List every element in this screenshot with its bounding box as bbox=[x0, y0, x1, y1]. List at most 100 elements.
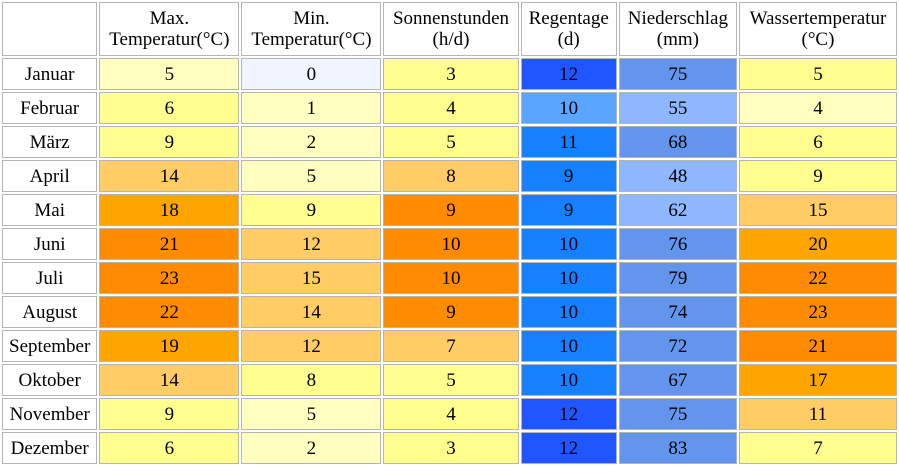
sun-hours-cell: 4 bbox=[383, 92, 519, 124]
column-header-min-temp: Min. Temperatur(°C) bbox=[241, 2, 382, 56]
max-temp-cell: 6 bbox=[99, 92, 240, 124]
column-header-line2: (d) bbox=[557, 29, 580, 50]
table-row: Dezember 6 2 3 12 83 7 bbox=[2, 432, 897, 464]
water-temp-cell: 7 bbox=[738, 432, 897, 464]
month-label: Dezember bbox=[2, 432, 98, 464]
month-label: Mai bbox=[2, 194, 98, 226]
column-header-rain-days: Regentage (d) bbox=[520, 2, 617, 56]
sun-hours-cell: 10 bbox=[383, 262, 519, 294]
column-header-precipitation: Niederschlag (mm) bbox=[618, 2, 737, 56]
column-header-water-temp: Wassertemperatur (°C) bbox=[738, 2, 897, 56]
max-temp-cell: 23 bbox=[99, 262, 240, 294]
min-temp-cell: 1 bbox=[241, 92, 382, 124]
sun-hours-cell: 3 bbox=[383, 432, 519, 464]
min-temp-cell: 9 bbox=[241, 194, 382, 226]
sun-hours-cell: 8 bbox=[383, 160, 519, 192]
precipitation-cell: 76 bbox=[618, 228, 737, 260]
min-temp-cell: 2 bbox=[241, 126, 382, 158]
rain-days-cell: 10 bbox=[520, 330, 617, 362]
corner-cell bbox=[2, 2, 98, 56]
water-temp-cell: 20 bbox=[738, 228, 897, 260]
max-temp-cell: 19 bbox=[99, 330, 240, 362]
table-row: April 14 5 8 9 48 9 bbox=[2, 160, 897, 192]
rain-days-cell: 10 bbox=[520, 92, 617, 124]
table-row: September 19 12 7 10 72 21 bbox=[2, 330, 897, 362]
min-temp-cell: 12 bbox=[241, 228, 382, 260]
month-label: April bbox=[2, 160, 98, 192]
water-temp-cell: 6 bbox=[738, 126, 897, 158]
precipitation-cell: 74 bbox=[618, 296, 737, 328]
table-row: Februar 6 1 4 10 55 4 bbox=[2, 92, 897, 124]
column-header-line2: Temperatur(°C) bbox=[109, 29, 230, 50]
rain-days-cell: 9 bbox=[520, 194, 617, 226]
min-temp-cell: 15 bbox=[241, 262, 382, 294]
rain-days-cell: 10 bbox=[520, 262, 617, 294]
water-temp-cell: 11 bbox=[738, 398, 897, 430]
rain-days-cell: 11 bbox=[520, 126, 617, 158]
column-header-line2: (mm) bbox=[656, 29, 699, 50]
water-temp-cell: 22 bbox=[738, 262, 897, 294]
water-temp-cell: 17 bbox=[738, 364, 897, 396]
table-row: Mai 18 9 9 9 62 15 bbox=[2, 194, 897, 226]
column-header-line1: Max. bbox=[149, 8, 190, 29]
max-temp-cell: 9 bbox=[99, 126, 240, 158]
sun-hours-cell: 5 bbox=[383, 126, 519, 158]
water-temp-cell: 15 bbox=[738, 194, 897, 226]
month-label: Juli bbox=[2, 262, 98, 294]
month-label: August bbox=[2, 296, 98, 328]
precipitation-cell: 67 bbox=[618, 364, 737, 396]
water-temp-cell: 21 bbox=[738, 330, 897, 362]
precipitation-cell: 62 bbox=[618, 194, 737, 226]
table-row: Januar 5 0 3 12 75 5 bbox=[2, 58, 897, 90]
min-temp-cell: 14 bbox=[241, 296, 382, 328]
precipitation-cell: 55 bbox=[618, 92, 737, 124]
table-row: August 22 14 9 10 74 23 bbox=[2, 296, 897, 328]
max-temp-cell: 5 bbox=[99, 58, 240, 90]
rain-days-cell: 12 bbox=[520, 432, 617, 464]
max-temp-cell: 6 bbox=[99, 432, 240, 464]
table-row: Juni 21 12 10 10 76 20 bbox=[2, 228, 897, 260]
column-header-line1: Regentage bbox=[528, 8, 609, 29]
sun-hours-cell: 3 bbox=[383, 58, 519, 90]
min-temp-cell: 2 bbox=[241, 432, 382, 464]
column-header-line1: Wassertemperatur bbox=[749, 8, 887, 29]
precipitation-cell: 83 bbox=[618, 432, 737, 464]
precipitation-cell: 72 bbox=[618, 330, 737, 362]
water-temp-cell: 4 bbox=[738, 92, 897, 124]
sun-hours-cell: 9 bbox=[383, 194, 519, 226]
precipitation-cell: 75 bbox=[618, 58, 737, 90]
month-label: November bbox=[2, 398, 98, 430]
max-temp-cell: 18 bbox=[99, 194, 240, 226]
month-label: September bbox=[2, 330, 98, 362]
column-header-line2: Temperatur(°C) bbox=[251, 29, 372, 50]
rain-days-cell: 12 bbox=[520, 58, 617, 90]
max-temp-cell: 14 bbox=[99, 160, 240, 192]
header-row: Max. Temperatur(°C) Min. Temperatur(°C) So… bbox=[2, 2, 897, 56]
table-row: Juli 23 15 10 10 79 22 bbox=[2, 262, 897, 294]
month-label: Januar bbox=[2, 58, 98, 90]
precipitation-cell: 48 bbox=[618, 160, 737, 192]
max-temp-cell: 14 bbox=[99, 364, 240, 396]
sun-hours-cell: 4 bbox=[383, 398, 519, 430]
min-temp-cell: 0 bbox=[241, 58, 382, 90]
rain-days-cell: 12 bbox=[520, 398, 617, 430]
min-temp-cell: 12 bbox=[241, 330, 382, 362]
month-label: Oktober bbox=[2, 364, 98, 396]
rain-days-cell: 10 bbox=[520, 364, 617, 396]
column-header-sun-hours: Sonnenstunden (h/d) bbox=[383, 2, 519, 56]
precipitation-cell: 79 bbox=[618, 262, 737, 294]
column-header-line2: (°C) bbox=[801, 29, 835, 50]
column-header-line2: (h/d) bbox=[432, 29, 470, 50]
table-row: März 9 2 5 11 68 6 bbox=[2, 126, 897, 158]
table-row: November 9 5 4 12 75 11 bbox=[2, 398, 897, 430]
rain-days-cell: 10 bbox=[520, 296, 617, 328]
precipitation-cell: 75 bbox=[618, 398, 737, 430]
sun-hours-cell: 10 bbox=[383, 228, 519, 260]
precipitation-cell: 68 bbox=[618, 126, 737, 158]
month-label: März bbox=[2, 126, 98, 158]
month-label: Juni bbox=[2, 228, 98, 260]
sun-hours-cell: 5 bbox=[383, 364, 519, 396]
water-temp-cell: 23 bbox=[738, 296, 897, 328]
rain-days-cell: 9 bbox=[520, 160, 617, 192]
